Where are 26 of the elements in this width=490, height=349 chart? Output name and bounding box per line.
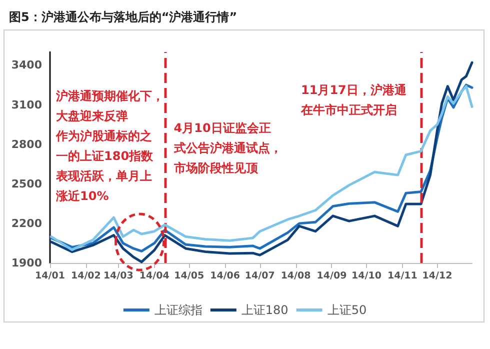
y-tick-label: 3100 (11, 98, 42, 112)
y-tick-label: 1900 (11, 256, 42, 270)
x-tick-label: 14/11 (387, 270, 418, 282)
y-tick-label: 2800 (11, 138, 42, 151)
x-tick-label: 14/02 (70, 270, 101, 282)
legend-label: 上证180 (241, 303, 288, 317)
y-tick-label: 2500 (11, 177, 42, 190)
chart-title: 图5：沪港通公布与落地后的“沪港通行情” (9, 10, 238, 24)
x-tick-label: 14/01 (35, 270, 65, 282)
x-tick-label: 14/06 (210, 270, 240, 282)
ref-line-label: 4月10日证监会正式公告沪港通试点，市场阶段性见顶 (172, 121, 282, 175)
legend-label: 上证50 (327, 303, 367, 317)
x-tick-label: 14/05 (174, 270, 204, 282)
x-tick-label: 14/03 (103, 270, 134, 282)
x-tick-label: 14/08 (280, 270, 312, 282)
legend-label: 上证综指 (154, 303, 202, 317)
x-tick-label: 14/09 (316, 270, 347, 282)
y-tick-label: 2200 (11, 216, 42, 230)
y-tick-label: 3400 (11, 58, 42, 72)
x-tick-label: 14/04 (139, 270, 170, 282)
x-tick-label: 14/07 (244, 270, 275, 282)
x-tick-label: 14/12 (422, 270, 452, 282)
ref-line-label: 11月17日，沪港通在牛市中正式开启 (300, 83, 408, 117)
x-tick-label: 14/10 (352, 270, 382, 282)
annotation: 作为沪股通标的之一的上证180指数表现活跃，单月上涨近10% (55, 129, 154, 203)
annotation: 沪港通预期催化下，大盘迎来反弹 (55, 89, 164, 123)
